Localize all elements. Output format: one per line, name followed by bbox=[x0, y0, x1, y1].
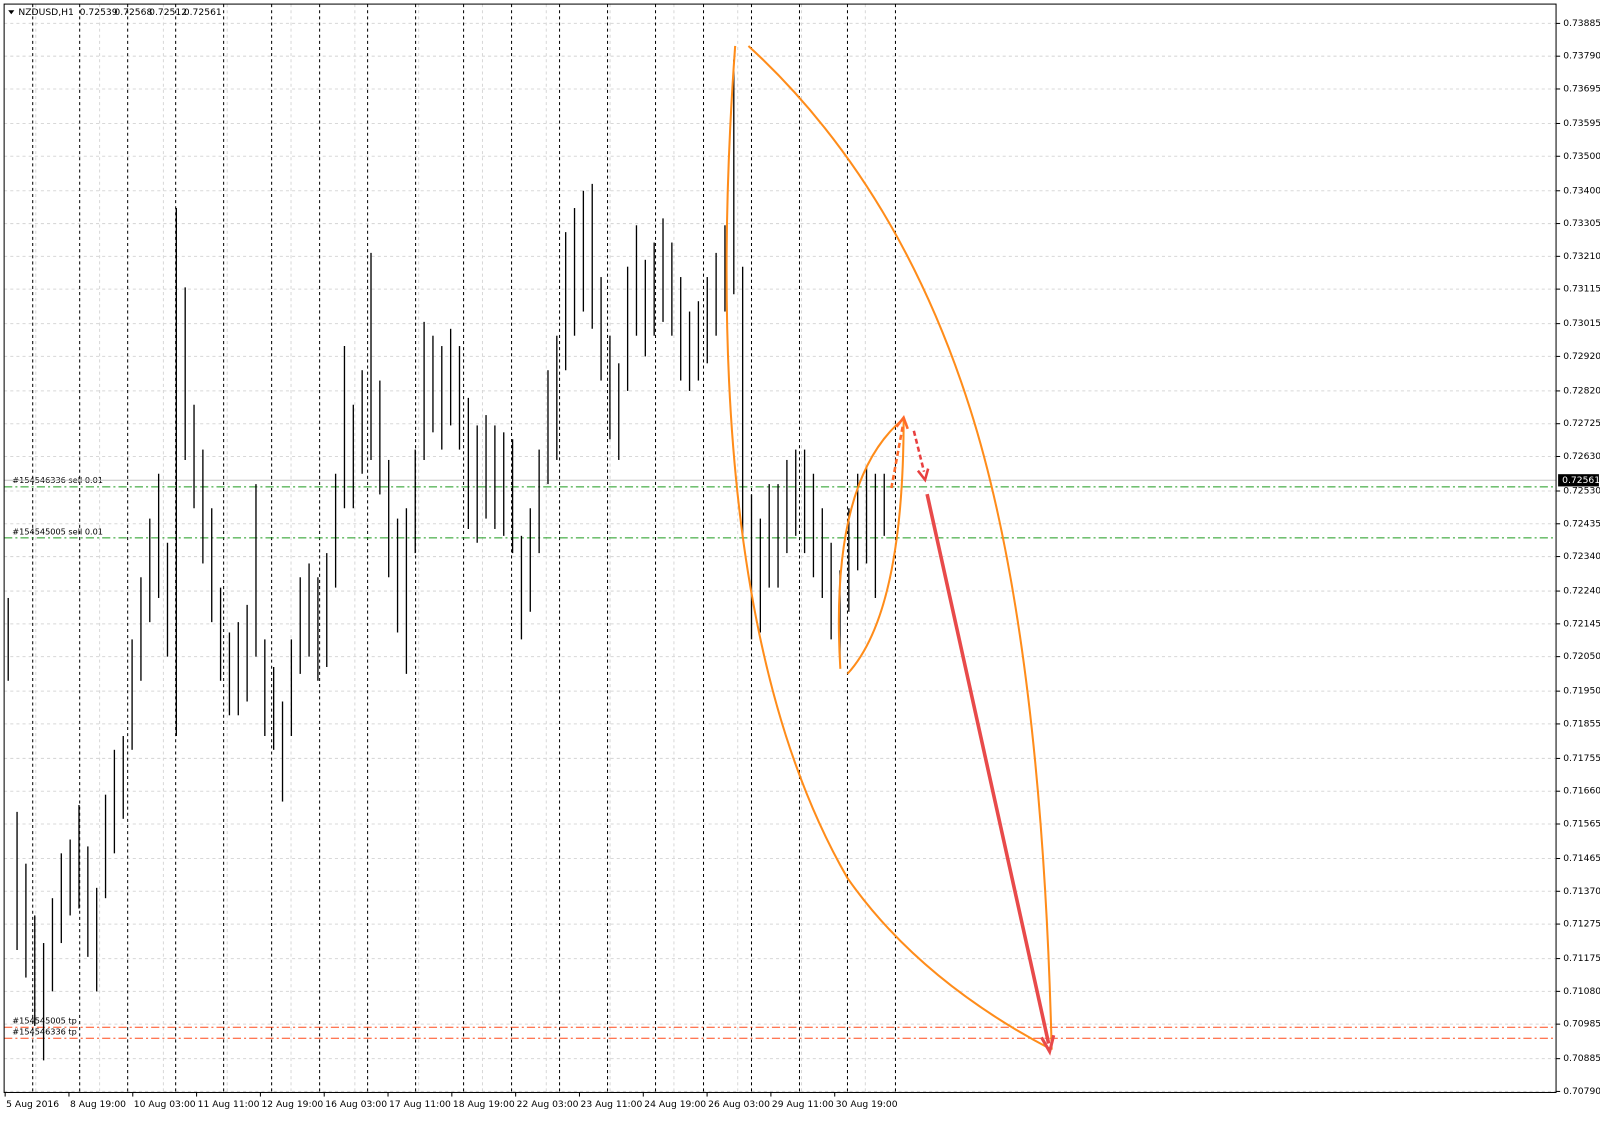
y-tick-label: 0.72435 bbox=[1563, 518, 1600, 529]
y-tick-label: 0.71755 bbox=[1563, 753, 1600, 764]
x-tick-label: 26 Aug 03:00 bbox=[708, 1099, 770, 1110]
y-tick-label: 0.71080 bbox=[1563, 986, 1600, 997]
y-tick-label: 0.71465 bbox=[1563, 853, 1600, 864]
arrow bbox=[890, 426, 904, 489]
y-tick-label: 0.73500 bbox=[1563, 151, 1600, 162]
x-tick-label: 12 Aug 19:00 bbox=[261, 1099, 323, 1110]
ohlc-value: 0.72561 bbox=[184, 7, 222, 18]
y-tick-label: 0.72725 bbox=[1563, 418, 1600, 429]
price-lines: #154546336 sell 0.01#154545005 sell 0.01… bbox=[4, 475, 1557, 1039]
x-tick-label: 10 Aug 03:00 bbox=[134, 1099, 196, 1110]
y-tick-label: 0.70885 bbox=[1563, 1053, 1600, 1064]
x-tick-label: 29 Aug 11:00 bbox=[772, 1099, 834, 1110]
symbol: NZDUSD,H1 bbox=[18, 7, 73, 18]
x-tick-label: 11 Aug 11:00 bbox=[198, 1099, 260, 1110]
x-tick-label: 18 Aug 19:00 bbox=[453, 1099, 515, 1110]
ohlc-value: 0.72512 bbox=[149, 7, 187, 18]
y-tick-label: 0.73400 bbox=[1563, 185, 1600, 196]
x-tick-label: 30 Aug 19:00 bbox=[836, 1099, 898, 1110]
y-tick-label: 0.72530 bbox=[1563, 485, 1600, 496]
ohlc-value: 0.72568 bbox=[114, 7, 152, 18]
arrowhead bbox=[895, 414, 909, 430]
y-tick-label: 0.71950 bbox=[1563, 686, 1600, 697]
order-label: #154546336 tp bbox=[12, 1027, 77, 1037]
y-tick-label: 0.72340 bbox=[1563, 551, 1600, 562]
y-tick-label: 0.72920 bbox=[1563, 351, 1600, 362]
x-tick-label: 24 Aug 19:00 bbox=[644, 1099, 706, 1110]
arc bbox=[747, 45, 1053, 1050]
y-tick-label: 0.71565 bbox=[1563, 819, 1600, 830]
y-tick-label: 0.71660 bbox=[1563, 786, 1600, 797]
y-tick-label: 0.72145 bbox=[1563, 618, 1600, 629]
y-tick-label: 0.70790 bbox=[1563, 1086, 1600, 1097]
order-label: #154545005 tp bbox=[12, 1016, 77, 1026]
order-label: #154545005 sell 0.01 bbox=[12, 526, 103, 536]
x-tick-label: 23 Aug 11:00 bbox=[580, 1099, 642, 1110]
x-tick-label: 17 Aug 11:00 bbox=[389, 1099, 451, 1110]
menu-triangle bbox=[8, 10, 15, 15]
y-tick-label: 0.73695 bbox=[1563, 83, 1600, 94]
arc bbox=[837, 417, 905, 669]
x-tick-label: 22 Aug 03:00 bbox=[517, 1099, 579, 1110]
bars bbox=[7, 59, 885, 1061]
y-tick-label: 0.73305 bbox=[1563, 218, 1600, 229]
y-tick-label: 0.72240 bbox=[1563, 586, 1600, 597]
y-tick-label: 0.72050 bbox=[1563, 651, 1600, 662]
y-tick-label: 0.73115 bbox=[1563, 284, 1600, 295]
period-separators bbox=[32, 4, 896, 1093]
x-tick-label: 5 Aug 2016 bbox=[6, 1099, 59, 1110]
arc bbox=[725, 45, 1053, 1051]
y-tick-label: 0.73210 bbox=[1563, 251, 1600, 262]
y-tick-label: 0.71855 bbox=[1563, 718, 1600, 729]
x-tick-label: 16 Aug 03:00 bbox=[325, 1099, 387, 1110]
y-tick-label: 0.71370 bbox=[1563, 886, 1600, 897]
y-tick-label: 0.72820 bbox=[1563, 385, 1600, 396]
y-tick-label: 0.73595 bbox=[1563, 118, 1600, 129]
y-tick-label: 0.72630 bbox=[1563, 451, 1600, 462]
plot-border bbox=[3, 3, 1557, 1093]
y-tick-label: 0.71175 bbox=[1563, 953, 1600, 964]
y-tick-label: 0.71275 bbox=[1563, 919, 1600, 930]
drawings bbox=[725, 45, 1056, 1056]
x-tick-label: 8 Aug 19:00 bbox=[70, 1099, 126, 1110]
arc bbox=[846, 418, 905, 675]
arrowhead bbox=[916, 468, 930, 483]
price-box bbox=[1558, 474, 1599, 487]
y-tick-label: 0.73790 bbox=[1563, 51, 1600, 62]
current-price: 0.72561 bbox=[1562, 475, 1600, 486]
arrow bbox=[912, 430, 926, 473]
y-tick-label: 0.70985 bbox=[1563, 1019, 1600, 1030]
arrowhead bbox=[1040, 1034, 1056, 1056]
y-tick-label: 0.73015 bbox=[1563, 318, 1600, 329]
y-tick-label: 0.73885 bbox=[1563, 18, 1600, 29]
ohlc-value: 0.72539 bbox=[80, 7, 118, 18]
arrow bbox=[925, 493, 1051, 1044]
grid bbox=[4, 4, 1557, 1093]
